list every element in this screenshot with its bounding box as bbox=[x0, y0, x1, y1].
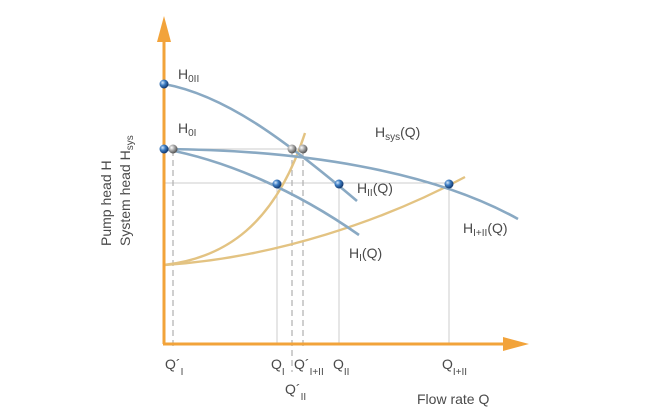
tick-q-II: QII bbox=[333, 356, 349, 378]
x-axis-title: Flow rate Q bbox=[417, 391, 489, 407]
tick-q-prime-IplusII: Q´I+II bbox=[294, 356, 324, 378]
points bbox=[159, 79, 454, 189]
system-curve-steep bbox=[163, 132, 307, 267]
label-HIplusII: HI+II(Q) bbox=[463, 220, 508, 239]
point-qI bbox=[272, 179, 282, 189]
y-axis-title-line1: Pump head H bbox=[98, 160, 114, 246]
tick-q-prime-I: Q´I bbox=[165, 356, 183, 378]
point-H0I-blue bbox=[159, 144, 169, 154]
point-H0II bbox=[159, 79, 169, 89]
label-Hsys: Hsys(Q) bbox=[375, 124, 420, 143]
y-axis-title: Pump head H System head Hsys bbox=[98, 135, 136, 246]
pump-curve-H-IplusII bbox=[163, 147, 519, 221]
tick-q-I: QI bbox=[271, 356, 285, 378]
tick-q-IplusII: QI+II bbox=[442, 356, 467, 378]
point-qIplusII bbox=[444, 179, 454, 189]
point-qII bbox=[334, 179, 344, 189]
label-HI: HI(Q) bbox=[349, 245, 382, 264]
label-H0I: H0I bbox=[178, 120, 196, 139]
label-HII: HII(Q) bbox=[357, 180, 393, 199]
point-q-prime-IplusII-grey bbox=[298, 144, 308, 154]
pump-curve-H-I bbox=[163, 147, 360, 237]
y-axis-title-line2: System head Hsys bbox=[117, 135, 136, 246]
x-axis-arrow bbox=[503, 337, 529, 351]
system-curve-flat bbox=[163, 175, 466, 267]
pump-curve-H-II bbox=[163, 82, 358, 202]
axes bbox=[157, 16, 529, 351]
tick-q-prime-II: Q´II bbox=[285, 381, 306, 403]
y-axis-arrow bbox=[157, 16, 171, 42]
point-H0I-grey bbox=[168, 144, 178, 154]
label-H0II: H0II bbox=[178, 66, 199, 85]
point-q-prime-II-grey bbox=[287, 144, 297, 154]
guide-lines bbox=[164, 148, 450, 372]
